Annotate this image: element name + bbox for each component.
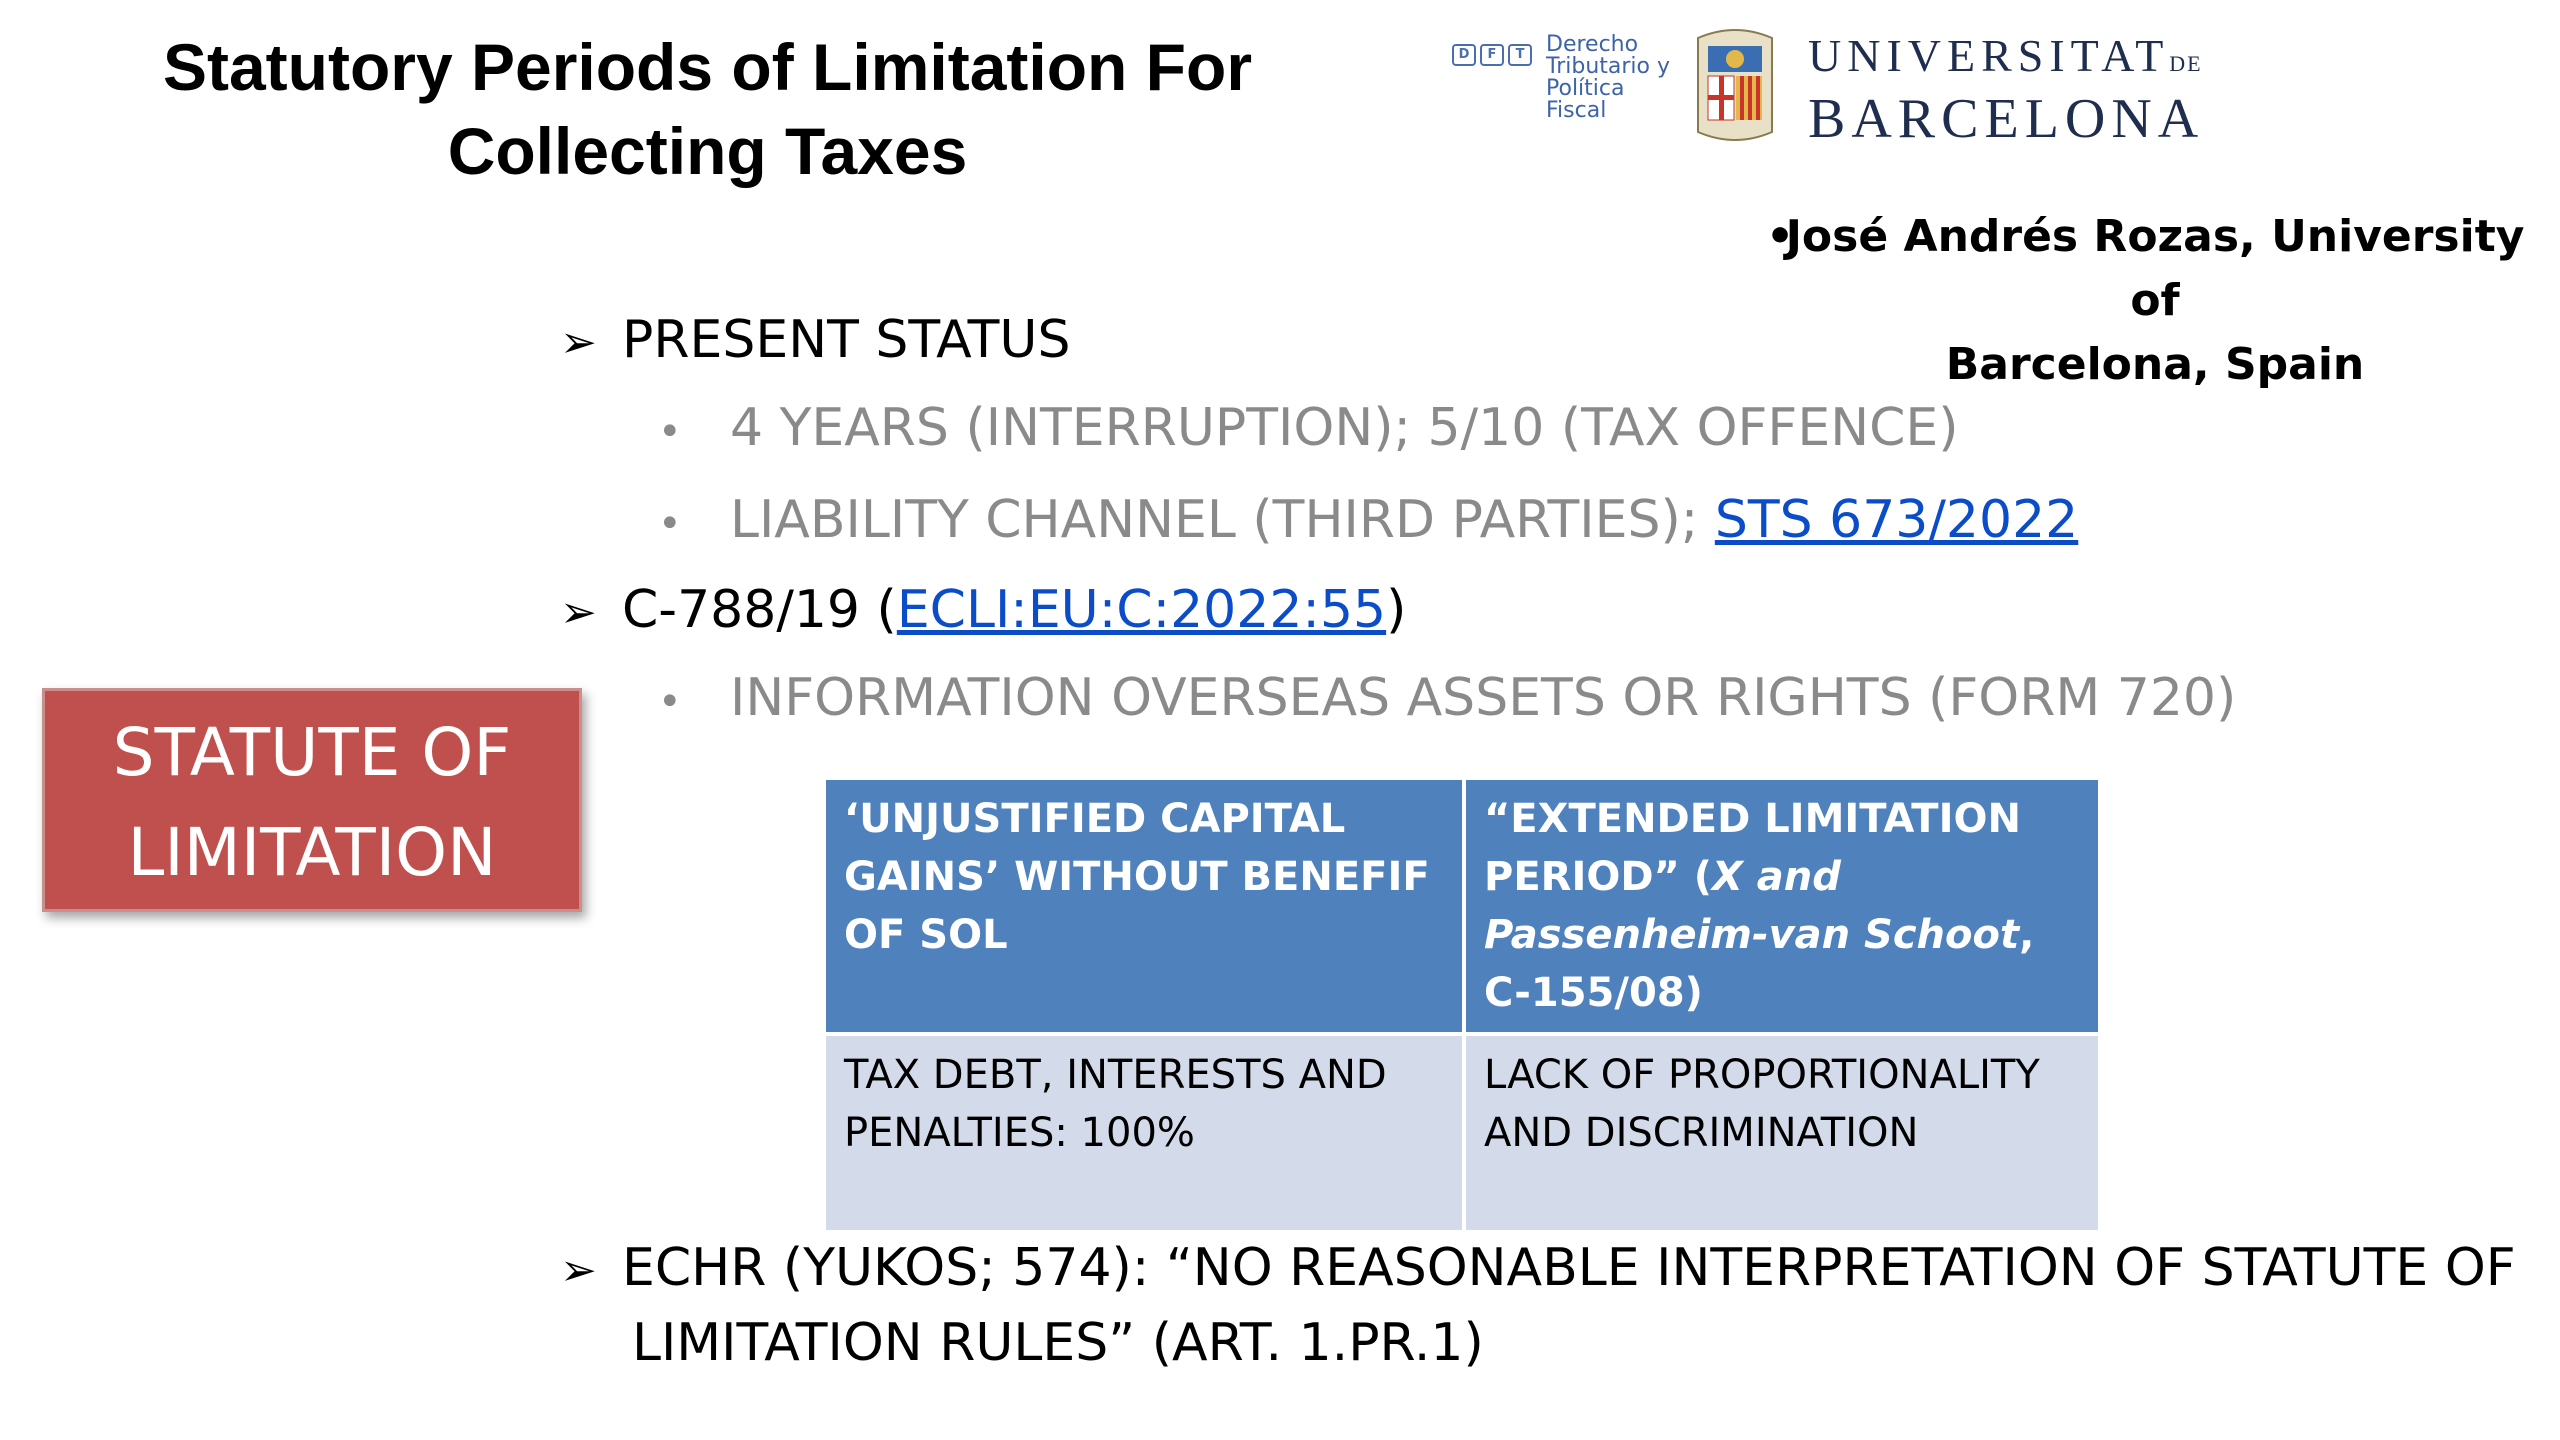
dot-bullet-icon: •: [658, 679, 682, 725]
bullet-present-status: ➢ PRESENT STATUS: [560, 310, 1071, 370]
dft-badge-letter: D: [1452, 44, 1476, 66]
statute-box-line1: STATUTE OF: [112, 714, 512, 791]
table-row: TAX DEBT, INTERESTS AND PENALTIES: 100% …: [826, 1036, 2098, 1230]
ecli-link[interactable]: ECLI:EU:C:2022:55: [896, 580, 1387, 640]
table-header-right: “EXTENDED LIMITATION PERIOD” (X and Pass…: [1466, 780, 2098, 1032]
wordmark-de: DE: [2169, 51, 2203, 76]
bullet-echr: ➢ ECHR (YUKOS; 574): “NO REASONABLE INTER…: [560, 1232, 2516, 1379]
information-text: INFORMATION OVERSEAS ASSETS OR RIGHTS (F…: [730, 668, 2237, 728]
dft-logo-line: Fiscal: [1546, 98, 1607, 123]
slide-title-line1: Statutory Periods of Limitation For: [162, 30, 1253, 104]
liability-text: LIABILITY CHANNEL (THIRD PARTIES);: [730, 490, 1715, 550]
bullet-years: • 4 YEARS (INTERRUPTION); 5/10 (TAX OFFEN…: [658, 398, 1959, 458]
author-line1: José Andrés Rozas, University of: [1785, 211, 2525, 326]
statute-box-line2: LIMITATION: [127, 814, 497, 891]
dft-badge-letter: F: [1480, 44, 1504, 66]
bullet-information: • INFORMATION OVERSEAS ASSETS OR RIGHTS (…: [658, 668, 2236, 728]
echr-line2: LIMITATION RULES” (ART. 1.PR.1): [632, 1313, 1484, 1373]
dft-badge-icon: D F T: [1452, 44, 1532, 66]
dft-badge-letter: T: [1508, 44, 1532, 66]
arrow-bullet-icon: ➢: [560, 1245, 597, 1296]
years-text: 4 YEARS (INTERRUPTION); 5/10 (TAX OFFENC…: [730, 398, 1959, 458]
bullet-liability: • LIABILITY CHANNEL (THIRD PARTIES); STS …: [658, 490, 2078, 550]
author-line2: Barcelona, Spain: [1945, 339, 2365, 390]
university-wordmark: UNIVERSITATDE BARCELONA: [1808, 30, 2204, 148]
table-cell-left: TAX DEBT, INTERESTS AND PENALTIES: 100%: [826, 1036, 1462, 1230]
dft-logo-line: Tributario y: [1546, 54, 1671, 79]
dot-bullet-icon: •: [658, 501, 682, 547]
table-cell-right: LACK OF PROPORTIONALITY AND DISCRIMINATI…: [1466, 1036, 2098, 1230]
table-header-left: ‘UNJUSTIFIED CAPITAL GAINS’ WITHOUT BENE…: [826, 780, 1462, 1032]
header-right-text: “EXTENDED LIMITATION PERIOD” (: [1484, 796, 2021, 900]
sts-link[interactable]: STS 673/2022: [1714, 490, 2079, 550]
comparison-table: ‘UNJUSTIFIED CAPITAL GAINS’ WITHOUT BENE…: [822, 776, 2102, 1234]
case-suffix: ): [1386, 580, 1407, 640]
slide-title-line2: Collecting Taxes: [447, 114, 968, 188]
author-credit: • José Andrés Rozas, University of Barce…: [1760, 205, 2550, 397]
dft-logo-line: Derecho: [1546, 32, 1639, 57]
wordmark-barcelona: BARCELONA: [1808, 88, 2205, 150]
echr-line1: ECHR (YUKOS; 574): “NO REASONABLE INTERP…: [622, 1238, 2516, 1298]
dft-logo-line: Política: [1546, 76, 1625, 101]
case-prefix: C-788/19 (: [622, 580, 897, 640]
wordmark-universitat: UNIVERSITAT: [1808, 30, 2170, 81]
dft-logo: D F T Derecho Tributario y Política Fisc…: [1452, 34, 1670, 122]
slide-title: Statutory Periods of Limitation For Coll…: [40, 25, 1375, 193]
dot-bullet-icon: •: [658, 409, 682, 455]
arrow-bullet-icon: ➢: [560, 317, 597, 368]
statute-of-limitation-box: STATUTE OF LIMITATION: [42, 688, 582, 912]
header-right-case-name: X and Passenheim-van Schoot: [1484, 854, 2020, 958]
table-header-row: ‘UNJUSTIFIED CAPITAL GAINS’ WITHOUT BENE…: [826, 780, 2098, 1032]
university-seal-icon: [1697, 29, 1773, 141]
header-right-case-ref: , C-155/08): [1484, 912, 2035, 1016]
present-status-text: PRESENT STATUS: [622, 310, 1071, 370]
bullet-case: ➢ C-788/19 (ECLI:EU:C:2022:55): [560, 580, 1406, 640]
arrow-bullet-icon: ➢: [560, 587, 597, 638]
dft-logo-text: Derecho Tributario y Política Fiscal: [1546, 34, 1670, 122]
author-bullet: •: [1766, 211, 1795, 262]
